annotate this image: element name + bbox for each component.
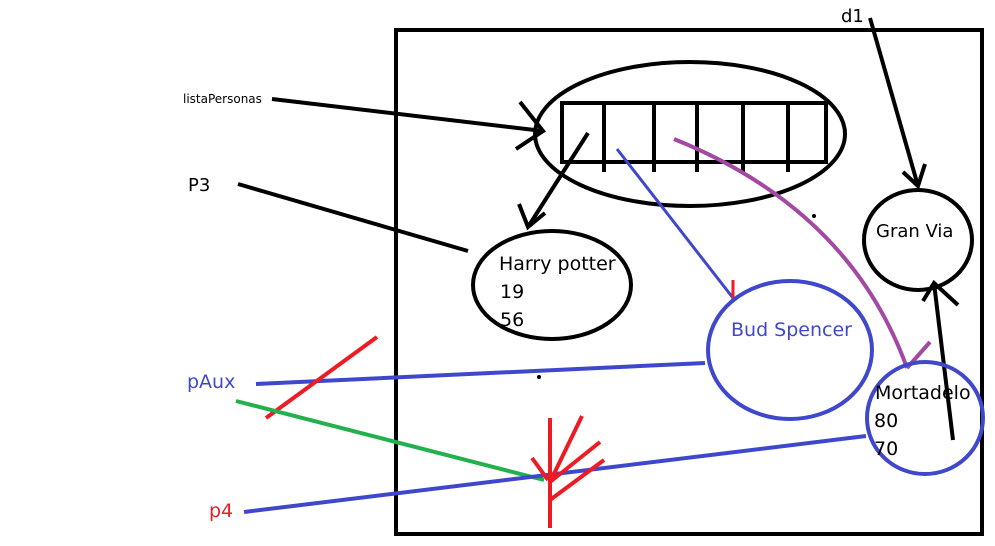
lista-personas-arrow bbox=[271, 97, 546, 151]
granvia-node bbox=[862, 188, 974, 292]
harry-node bbox=[471, 229, 633, 341]
mortadelo-value-1: 80 bbox=[874, 410, 898, 432]
paux-strike bbox=[264, 335, 379, 420]
granvia-name: Gran Via bbox=[876, 221, 953, 242]
paux-new-line bbox=[235, 399, 545, 482]
mortadelo-pointer-curve bbox=[673, 137, 909, 369]
p3-pointer-line bbox=[237, 182, 469, 253]
d1-arrow bbox=[868, 17, 927, 190]
mortadelo-name: Mortadelo bbox=[875, 382, 971, 404]
array-ellipse bbox=[533, 60, 847, 208]
mortadelo-value-2: 70 bbox=[874, 438, 898, 460]
harry-pointer-arrow bbox=[517, 131, 590, 231]
mortadelo-granvia-arrow bbox=[921, 279, 960, 441]
bud-pointer-line bbox=[615, 148, 735, 299]
d1-label: d1 bbox=[841, 6, 864, 27]
lista-personas-label: listaPersonas bbox=[183, 92, 262, 106]
bud-node bbox=[706, 279, 874, 421]
p4-label: p4 bbox=[209, 500, 233, 522]
harry-value-2: 56 bbox=[500, 309, 524, 331]
p3-label: P3 bbox=[188, 175, 210, 196]
stray-dot bbox=[537, 375, 541, 379]
null-marker bbox=[530, 415, 606, 528]
harry-name: Harry potter bbox=[499, 253, 616, 275]
paux-label: pAux bbox=[187, 371, 235, 393]
mortadelo-node bbox=[865, 360, 985, 476]
bud-name: Bud Spencer bbox=[731, 319, 852, 341]
stray-dot bbox=[812, 214, 816, 218]
paux-pointer-line bbox=[255, 361, 706, 386]
array-cell-dividers bbox=[602, 103, 828, 172]
harry-value-1: 19 bbox=[500, 281, 524, 303]
heap-frame bbox=[394, 28, 984, 536]
